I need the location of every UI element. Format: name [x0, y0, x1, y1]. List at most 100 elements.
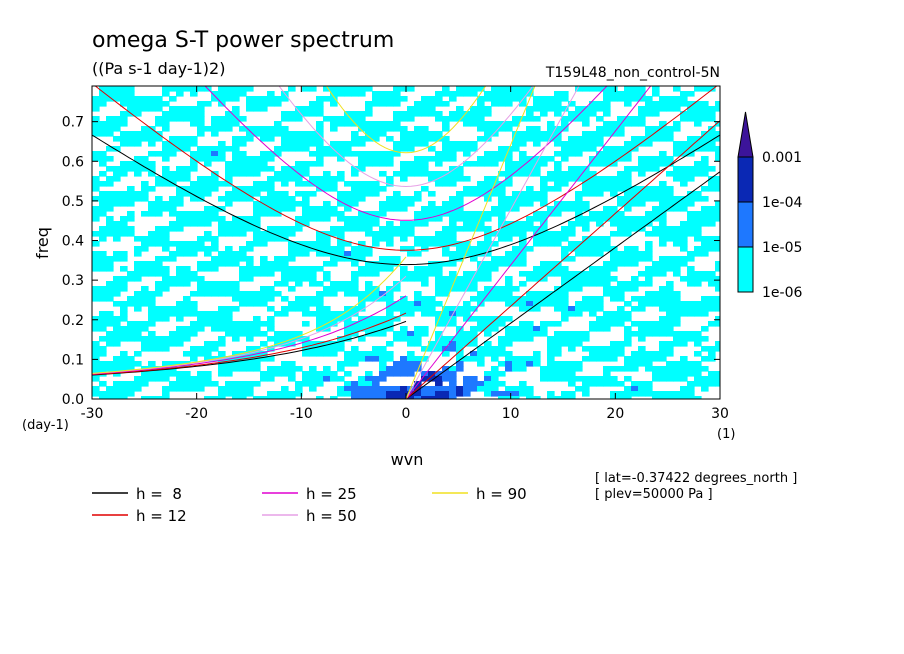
heatmap-cell: [687, 101, 695, 107]
heatmap-cell: [358, 356, 366, 362]
heatmap-cell: [155, 116, 163, 122]
heatmap-cell: [603, 91, 611, 97]
heatmap-cell: [351, 391, 359, 397]
heatmap-cell: [365, 186, 373, 192]
heatmap-cell: [603, 271, 611, 277]
heatmap-cell: [386, 241, 394, 247]
heatmap-cell: [666, 196, 674, 202]
heatmap-cell: [442, 251, 450, 257]
heatmap-cell: [218, 396, 226, 399]
heatmap-cell: [547, 336, 555, 342]
heatmap-cell: [449, 376, 457, 382]
heatmap-cell: [463, 151, 471, 157]
heatmap-cell: [393, 371, 401, 377]
heatmap-cell: [540, 156, 548, 162]
heatmap-cell: [477, 111, 485, 117]
heatmap-cell: [687, 196, 695, 202]
heatmap-cell: [365, 281, 373, 287]
heatmap-cell: [505, 201, 513, 207]
heatmap-cell: [610, 321, 618, 327]
heatmap-cell: [428, 306, 436, 312]
heatmap-cell: [484, 106, 492, 112]
heatmap-cell: [323, 346, 331, 352]
heatmap-cell: [666, 106, 674, 112]
heatmap-cell: [330, 281, 338, 287]
heatmap-cell: [540, 106, 548, 112]
heatmap-cell: [638, 221, 646, 227]
heatmap-cell: [561, 151, 569, 157]
heatmap-cell: [295, 221, 303, 227]
heatmap-cell: [113, 201, 121, 207]
heatmap-cell: [176, 266, 184, 272]
heatmap-cell: [281, 196, 289, 202]
heatmap-cell: [274, 291, 282, 297]
heatmap-cell: [610, 191, 618, 197]
heatmap-cell: [519, 156, 527, 162]
heatmap-cell: [624, 171, 632, 177]
heatmap-cell: [218, 316, 226, 322]
heatmap-cell: [470, 286, 478, 292]
heatmap-cell: [435, 101, 443, 107]
heatmap-cell: [645, 386, 653, 392]
heatmap-cell: [414, 276, 422, 282]
heatmap-cell: [162, 286, 170, 292]
heatmap-cell: [638, 111, 646, 117]
heatmap-cell: [456, 356, 464, 362]
heatmap-cell: [407, 336, 415, 342]
heatmap-cell: [442, 211, 450, 217]
heatmap-cell: [113, 276, 121, 282]
heatmap-cell: [260, 321, 268, 327]
heatmap-cell: [708, 246, 716, 252]
heatmap-cell: [407, 306, 415, 312]
heatmap-cell: [463, 281, 471, 287]
heatmap-cell: [113, 126, 121, 132]
heatmap-cell: [148, 151, 156, 157]
heatmap-cell: [92, 366, 100, 372]
heatmap-cell: [505, 231, 513, 237]
heatmap-cell: [190, 136, 198, 142]
heatmap-cell: [365, 396, 373, 399]
heatmap-cell: [358, 296, 366, 302]
heatmap-cell: [540, 321, 548, 327]
heatmap-cell: [92, 156, 100, 162]
heatmap-cell: [99, 161, 107, 167]
heatmap-cell: [666, 161, 674, 167]
heatmap-cell: [701, 306, 709, 312]
heatmap-cell: [162, 166, 170, 172]
heatmap-cell: [512, 246, 520, 252]
heatmap-cell: [92, 216, 100, 222]
heatmap-cell: [568, 246, 576, 252]
heatmap-cell: [204, 216, 212, 222]
heatmap-cell: [281, 191, 289, 197]
heatmap-cell: [568, 376, 576, 382]
heatmap-cell: [680, 371, 688, 377]
heatmap-cell: [407, 146, 415, 152]
heatmap-cell: [582, 176, 590, 182]
heatmap-cell: [162, 241, 170, 247]
heatmap-cell: [148, 96, 156, 102]
heatmap-cell: [134, 191, 142, 197]
heatmap-cell: [435, 116, 443, 122]
heatmap-cell: [575, 191, 583, 197]
heatmap-cell: [582, 376, 590, 382]
kelvin-curve: [405, 86, 580, 399]
heatmap-cell: [92, 181, 100, 187]
heatmap-cell: [414, 306, 422, 312]
heatmap-cell: [456, 251, 464, 257]
heatmap-cell: [449, 206, 457, 212]
heatmap-cell: [134, 261, 142, 267]
heatmap-cell: [421, 106, 429, 112]
heatmap-cell: [596, 151, 604, 157]
heatmap-cell: [666, 391, 674, 397]
heatmap-cell: [519, 386, 527, 392]
heatmap-cell: [666, 226, 674, 232]
heatmap-cell: [673, 196, 681, 202]
heatmap-cell: [673, 236, 681, 242]
heatmap-cell: [400, 131, 408, 137]
heatmap-cell: [519, 296, 527, 302]
heatmap-cell: [470, 226, 478, 232]
heatmap-cell: [393, 171, 401, 177]
heatmap-cell: [351, 251, 359, 257]
heatmap-cell: [176, 211, 184, 217]
heatmap-cell: [519, 301, 527, 307]
